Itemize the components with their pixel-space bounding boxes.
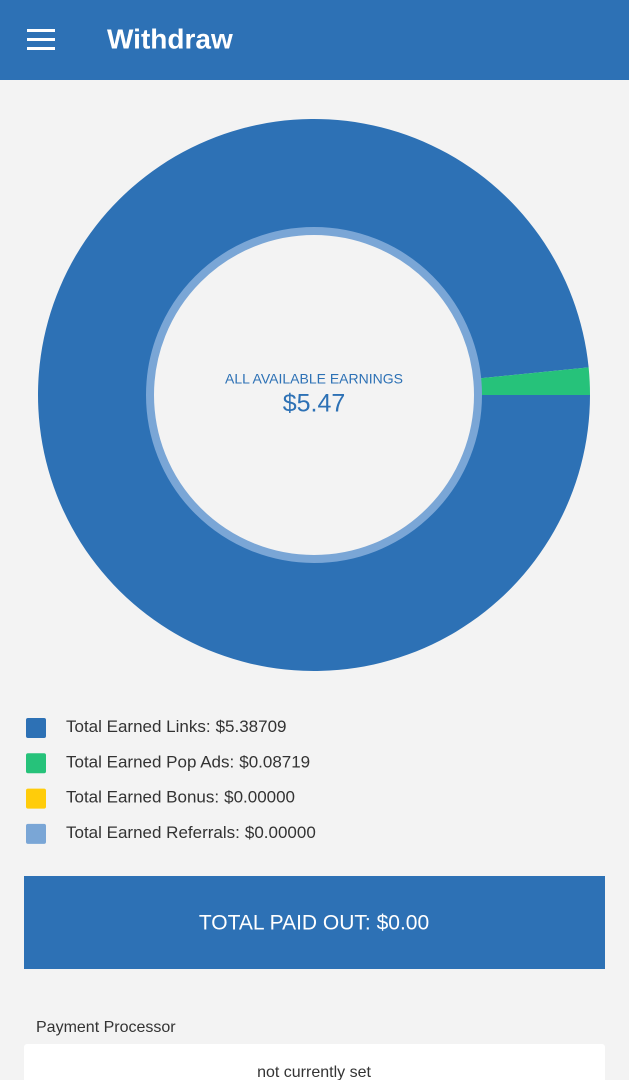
legend-category: Total Earned Referrals:	[66, 823, 240, 842]
legend-swatch	[26, 823, 46, 844]
legend-swatch	[26, 718, 46, 738]
total-paid-card: TOTAL PAID OUT: $0.00	[24, 876, 605, 969]
payment-label: Payment Processor	[36, 1019, 176, 1036]
donut-slice	[38, 119, 591, 672]
donut-inner-ring	[146, 227, 482, 563]
legend-swatch	[26, 753, 46, 774]
legend-label: Total Earned Pop Ads: $0.08719	[66, 753, 310, 772]
menu-icon-bar	[27, 29, 55, 32]
legend-label: Total Earned Referrals: $0.00000	[66, 823, 316, 842]
legend-value: $0.08719	[239, 753, 310, 772]
center-label: ALL AVAILABLE EARNINGS	[225, 371, 403, 387]
donut-slice	[473, 367, 590, 395]
legend-category: Total Earned Links:	[66, 717, 211, 736]
app-bar	[0, 0, 629, 80]
legend-swatch	[26, 788, 46, 809]
page-title: Withdraw	[107, 23, 233, 54]
center-value: $5.47	[283, 390, 346, 418]
menu-button[interactable]	[27, 29, 55, 50]
legend-category: Total Earned Bonus:	[66, 788, 219, 807]
payment-field[interactable]	[24, 1044, 605, 1080]
legend-category: Total Earned Pop Ads:	[66, 753, 234, 772]
menu-icon-bar	[27, 38, 55, 41]
legend-value: $5.38709	[216, 717, 287, 736]
legend-value: $0.00000	[224, 788, 295, 807]
legend-label: Total Earned Bonus: $0.00000	[66, 788, 295, 807]
total-paid-background	[24, 876, 605, 969]
payment-value: not currently set	[257, 1064, 371, 1080]
legend-value: $0.00000	[245, 823, 316, 842]
menu-icon-bar	[27, 47, 55, 50]
total-paid-text: TOTAL PAID OUT: $0.00	[199, 912, 429, 935]
donut-chart	[38, 119, 591, 672]
legend-label: Total Earned Links: $5.38709	[66, 717, 287, 736]
